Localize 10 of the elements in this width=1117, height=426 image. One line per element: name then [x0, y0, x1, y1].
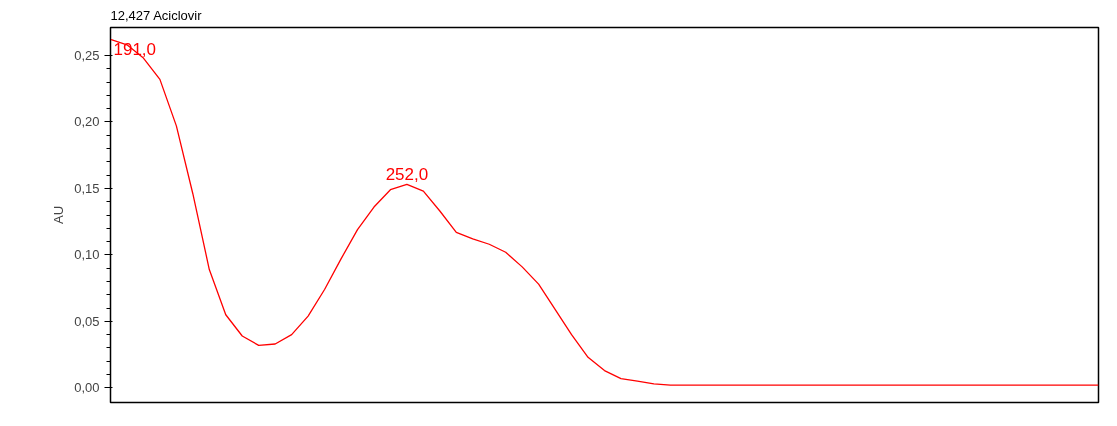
- y-tick-label: 0,25: [74, 47, 100, 63]
- y-axis-title: AU: [51, 205, 67, 225]
- line-series: [110, 38, 1099, 386]
- chart-title: 12,427 Aciclovir: [110, 7, 203, 23]
- y-tick-label: 0,15: [74, 180, 100, 196]
- y-tick-label: 0,00: [74, 380, 100, 396]
- y-tick-label: 0,10: [74, 247, 100, 263]
- y-tick-label: 0,05: [74, 313, 100, 329]
- annotation: 252,0: [385, 165, 429, 185]
- y-tick-label: 0,20: [74, 114, 100, 130]
